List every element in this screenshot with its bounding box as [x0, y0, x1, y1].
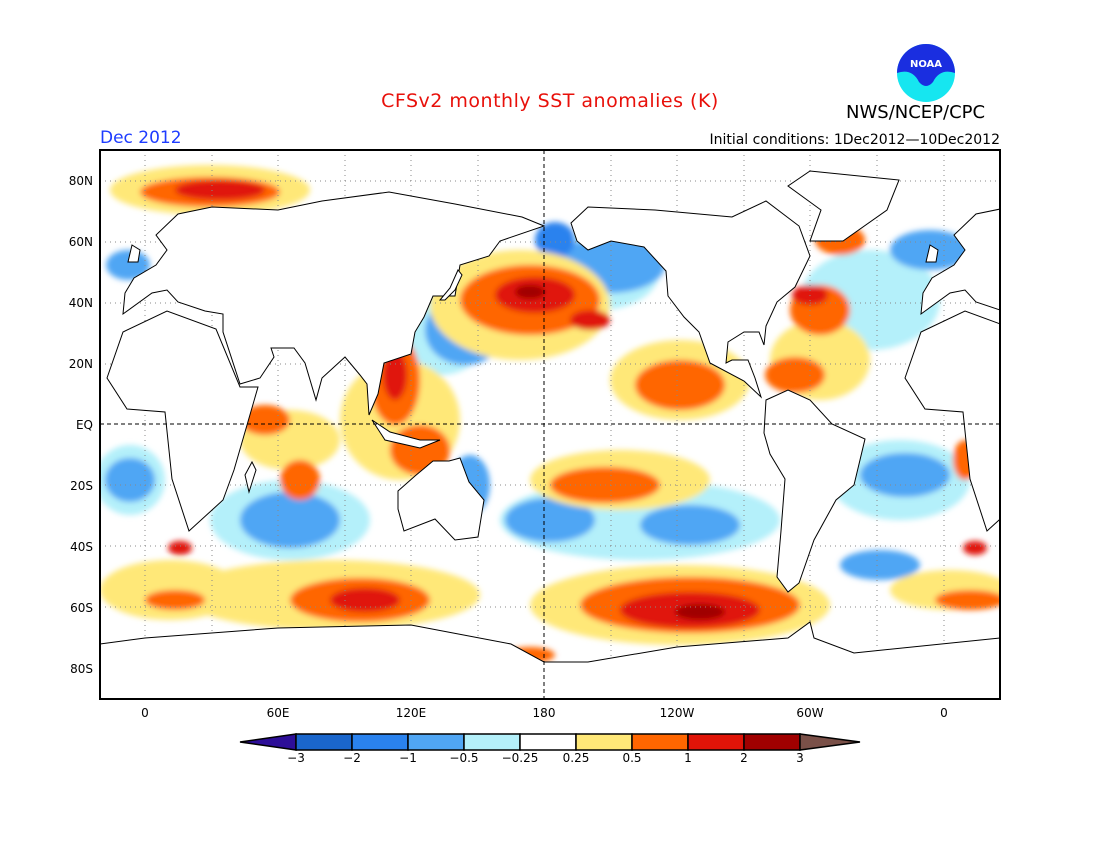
- lat-label: 60S: [70, 601, 93, 615]
- lat-label: 80S: [70, 662, 93, 676]
- north-america: [570, 200, 811, 399]
- colorbar-label: −2: [343, 751, 361, 765]
- lat-label: 20N: [68, 357, 93, 371]
- lon-label: 60E: [266, 706, 290, 720]
- colorbar-label: 0.25: [562, 751, 590, 765]
- lon-label: 180: [532, 706, 556, 720]
- agency-label: NWS/NCEP/CPC: [846, 102, 986, 123]
- colorbar-min-arrow: [239, 733, 297, 751]
- lon-label: 120E: [395, 706, 427, 720]
- lon-label: 60W: [796, 706, 824, 720]
- colorbar: [239, 733, 861, 751]
- colorbar-swatch: [407, 733, 465, 751]
- lat-label: 40S: [70, 540, 93, 554]
- colorbar-label: −0.25: [501, 751, 539, 765]
- lat-label: 40N: [68, 296, 93, 310]
- lon-label: 120W: [659, 706, 695, 720]
- colorbar-swatch: [575, 733, 633, 751]
- sst-anomaly-field: [100, 150, 1000, 699]
- lon-label: 0: [940, 706, 948, 720]
- forecast-month: Dec 2012: [100, 128, 182, 148]
- colorbar-label: 1: [684, 751, 692, 765]
- colorbar-label: 2: [740, 751, 748, 765]
- map-frame: [99, 149, 1001, 700]
- lat-label: 60N: [68, 235, 93, 249]
- madagascar: [244, 460, 257, 494]
- colorbar-swatch: [687, 733, 745, 751]
- antarctica: [100, 621, 1000, 699]
- colorbar-label: −3: [287, 751, 305, 765]
- noaa-logo-icon: NOAA: [897, 44, 955, 102]
- lat-label: 80N: [68, 174, 93, 188]
- initial-conditions: Initial conditions: 1Dec2012—10Dec2012: [709, 132, 1000, 148]
- colorbar-max-arrow: [799, 733, 861, 751]
- australia: [397, 457, 485, 541]
- japan: [438, 269, 463, 301]
- colorbar-label: 0.5: [622, 751, 642, 765]
- colorbar-swatch: [351, 733, 409, 751]
- lon-label: 0: [141, 706, 149, 720]
- colorbar-label: 3: [796, 751, 804, 765]
- figure-title: CFSv2 monthly SST anomalies (K): [381, 90, 719, 112]
- indonesia: [371, 419, 441, 449]
- greenland: [787, 170, 900, 242]
- colorbar-swatch: [519, 733, 577, 751]
- south-america: [763, 389, 866, 593]
- colorbar-label: −0.5: [449, 751, 479, 765]
- noaa-logo-text: NOAA: [910, 59, 942, 70]
- colorbar-label: −1: [399, 751, 417, 765]
- lat-label: 20S: [70, 479, 93, 493]
- colorbar-swatch: [295, 733, 353, 751]
- coastlines: [100, 170, 1000, 699]
- colorbar-swatch: [743, 733, 801, 751]
- lat-label: EQ: [75, 418, 93, 432]
- colorbar-swatch: [631, 733, 689, 751]
- colorbar-swatch: [463, 733, 521, 751]
